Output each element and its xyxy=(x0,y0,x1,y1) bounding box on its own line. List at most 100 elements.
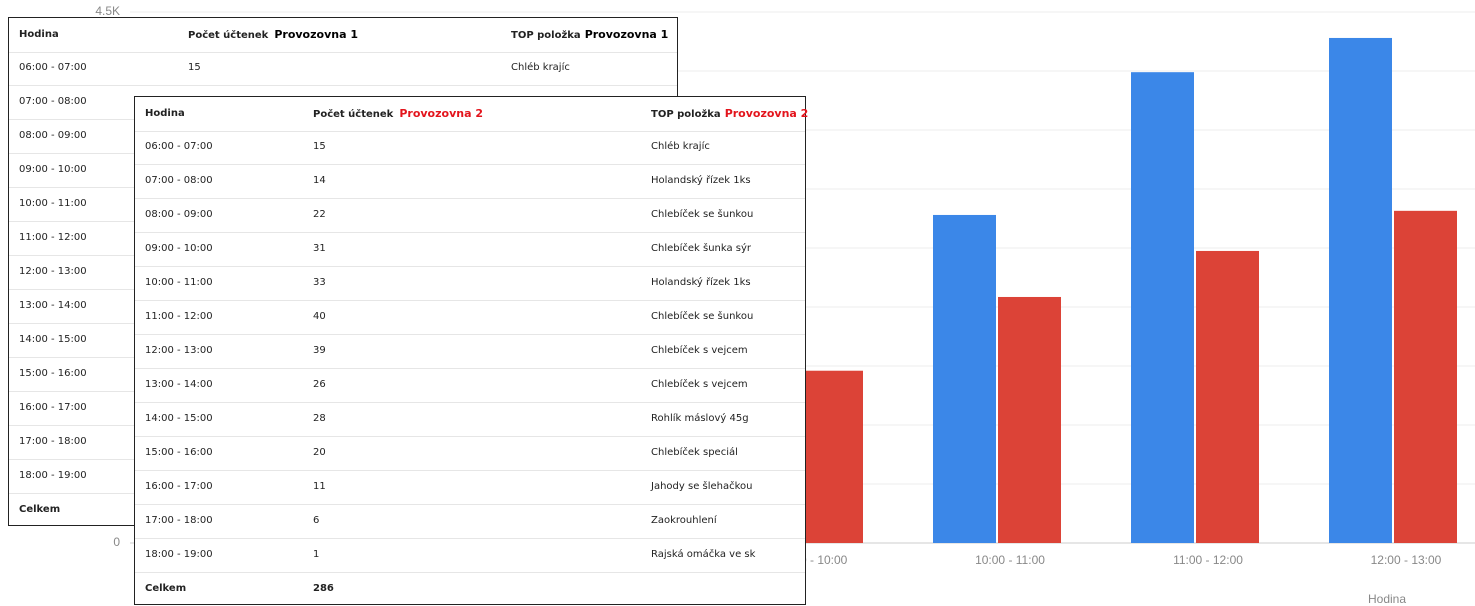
table-cell: 18:00 - 19:00 xyxy=(19,470,87,481)
table-cell: 13:00 - 14:00 xyxy=(19,300,87,311)
bar xyxy=(1329,37,1392,544)
table-cell: 11:00 - 12:00 xyxy=(145,311,213,322)
table-cell: 12:00 - 13:00 xyxy=(19,266,87,277)
table-cell: Holandský řízek 1ks xyxy=(651,277,751,288)
table-row: 06:00 - 07:00 15 Chléb krajíc xyxy=(9,51,677,86)
table-cell: Chlebíček se šunkou xyxy=(651,209,754,220)
table-cell: 09:00 - 10:00 xyxy=(145,243,213,254)
store-name: Provozovna 2 xyxy=(399,107,483,120)
table-cell: Rajská omáčka ve sk xyxy=(651,549,756,560)
table-cell: 11:00 - 12:00 xyxy=(19,232,87,243)
table-cell: 08:00 - 09:00 xyxy=(145,209,213,220)
table-cell: Chlebíček s vejcem xyxy=(651,345,748,356)
table-cell: 12:00 - 13:00 xyxy=(145,345,213,356)
table-cell: 09:00 - 10:00 xyxy=(19,164,87,175)
table-cell: 28 xyxy=(313,413,326,424)
table-row: 18:00 - 19:00 1 Rajská omáčka ve sk xyxy=(135,538,805,573)
table-cell: Zaokrouhlení xyxy=(651,515,717,526)
y-tick-label: 0 xyxy=(113,535,120,549)
table-cell: 15:00 - 16:00 xyxy=(19,368,87,379)
table-row: 08:00 - 09:00 22 Chlebíček se šunkou xyxy=(135,198,805,233)
table-cell: 31 xyxy=(313,243,326,254)
table-cell: 1 xyxy=(313,549,320,560)
footer-cell: Celkem xyxy=(19,504,61,515)
table-cell: 20 xyxy=(313,447,326,458)
table-cell: 06:00 - 07:00 xyxy=(145,141,213,152)
header-cell: TOP položka Provozovna 1 xyxy=(511,18,668,53)
table-cell: 15 xyxy=(313,141,326,152)
x-tick-label: 11:00 - 12:00 xyxy=(1173,553,1243,567)
table-cell: 07:00 - 08:00 xyxy=(145,175,213,186)
table-cell: 08:00 - 09:00 xyxy=(19,130,87,141)
table-cell: 22 xyxy=(313,209,326,220)
header-text: TOP položka xyxy=(651,109,721,120)
table-cell: 6 xyxy=(313,515,320,526)
x-axis-label: Hodina xyxy=(1368,592,1406,605)
header-text: TOP položka xyxy=(511,30,581,41)
table-cell: 07:00 - 08:00 xyxy=(19,96,87,107)
table-cell: 15:00 - 16:00 xyxy=(145,447,213,458)
table-cell: Chlebíček šunka sýr xyxy=(651,243,752,254)
data-table: Hodina Počet účtenek Provozovna 2 TOP polož… xyxy=(134,96,808,606)
header-cell: Počet účtenek Provozovna 1 xyxy=(188,18,358,53)
table-cell: 16:00 - 17:00 xyxy=(145,481,213,492)
table-cell: Rohlík máslový 45g xyxy=(651,413,749,424)
table-row: 17:00 - 18:00 6 Zaokrouhlení xyxy=(135,504,805,539)
store-name: Provozovna 1 xyxy=(584,28,669,41)
bar xyxy=(933,214,996,543)
table-row: 15:00 - 16:00 20 Chlebíček speciál xyxy=(135,436,805,471)
table-row: Celkem xyxy=(9,493,677,527)
table-cell: 33 xyxy=(313,277,326,288)
table-cell: 16:00 - 17:00 xyxy=(19,402,87,413)
bar xyxy=(1394,210,1457,543)
header-cell: Počet účtenek Provozovna 2 xyxy=(313,97,483,132)
table-row: Hodina Počet účtenek Provozovna 2 TOP polož… xyxy=(135,97,808,132)
x-tick-label: 10:00 - 11:00 xyxy=(975,553,1045,567)
table-row: 12:00 - 13:00 39 Chlebíček s vejcem xyxy=(135,334,805,369)
footer-cell: 286 xyxy=(313,583,334,594)
table-cell: 13:00 - 14:00 xyxy=(145,379,213,390)
y-tick-label: 4.5K xyxy=(95,4,120,18)
table-cell: 18:00 - 19:00 xyxy=(145,549,213,560)
header-cell: TOP položka Provozovna 2 xyxy=(651,97,808,132)
table-row: 14:00 - 15:00 28 Rohlík máslový 45g xyxy=(135,402,805,437)
footer-cell: Celkem xyxy=(145,583,187,594)
table-row: 16:00 - 17:00 11 Jahody se šlehačkou xyxy=(135,470,805,505)
table-cell: 14 xyxy=(313,175,326,186)
header-text: Počet účtenek xyxy=(313,109,394,120)
table-cell: 17:00 - 18:00 xyxy=(145,515,213,526)
table-row: 06:00 - 07:00 15 Chléb krajíc xyxy=(135,130,805,165)
table-cell: Chléb krajíc xyxy=(651,141,710,152)
table-row: 09:00 - 10:00 31 Chlebíček šunka sýr xyxy=(135,232,805,267)
table-cell: 14:00 - 15:00 xyxy=(19,334,87,345)
bar xyxy=(1196,250,1259,543)
table-cell: 15 xyxy=(188,62,201,73)
table-cell: 14:00 - 15:00 xyxy=(145,413,213,424)
table-row: 10:00 - 11:00 33 Holandský řízek 1ks xyxy=(135,266,805,301)
table-cell: Chlebíček speciál xyxy=(651,447,738,458)
table-cell: 40 xyxy=(313,311,326,322)
store-name: Provozovna 2 xyxy=(724,107,809,120)
table-row: Celkem 286 xyxy=(135,572,805,606)
header-cell: Hodina xyxy=(145,108,185,119)
table-cell: Jahody se šlehačkou xyxy=(651,481,753,492)
bar xyxy=(998,296,1061,543)
x-tick-label: 12:00 - 13:00 xyxy=(1371,553,1442,567)
table-row: 11:00 - 12:00 40 Chlebíček se šunkou xyxy=(135,300,805,335)
table-cell: 39 xyxy=(313,345,326,356)
table-cell: 10:00 - 11:00 xyxy=(19,198,87,209)
table-row: Hodina Počet účtenek Provozovna 1 TOP polož… xyxy=(9,18,677,53)
table-cell: Chléb krajíc xyxy=(511,62,570,73)
header-text: Počet účtenek xyxy=(188,30,269,41)
table-cell: 11 xyxy=(313,481,326,492)
table-cell: 26 xyxy=(313,379,326,390)
table-cell: Chlebíček s vejcem xyxy=(651,379,748,390)
table-cell: Holandský řízek 1ks xyxy=(651,175,751,186)
header-cell: Hodina xyxy=(19,29,59,40)
store-name: Provozovna 1 xyxy=(274,28,358,41)
bar xyxy=(1131,72,1194,544)
table-cell: 10:00 - 11:00 xyxy=(145,277,213,288)
table-row: 07:00 - 08:00 14 Holandský řízek 1ks xyxy=(135,164,805,199)
table-row: 13:00 - 14:00 26 Chlebíček s vejcem xyxy=(135,368,805,403)
